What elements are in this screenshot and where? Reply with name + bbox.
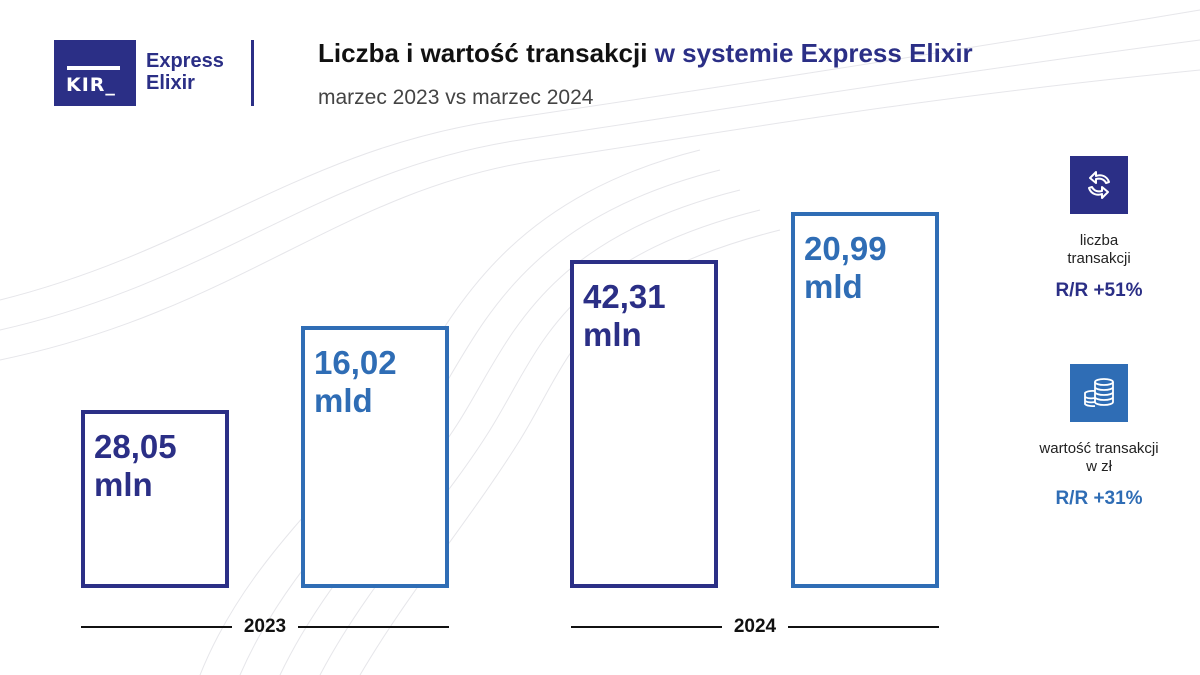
year-axis-2024: 2024 [571,615,939,639]
header-divider [251,40,254,106]
yoy-count: R/R +51% [1055,280,1143,301]
bar-2023-value: 16,02 mld [301,326,449,588]
value-summary: wartość transakcji w zł R/R +31% [1029,364,1169,510]
yoy-value: R/R +31% [1055,488,1143,509]
data-label: 28,05 [94,428,177,465]
exchange-arrows-icon [1070,156,1128,214]
logo-mark: KIR_ [66,74,116,96]
brand-name: Express Elixir [146,50,224,94]
tick-label: 2023 [243,616,287,637]
count-summary: liczba transakcji R/R +51% [1029,156,1169,302]
data-label: 16,02 [314,344,397,381]
unit-label: mld [804,268,863,305]
data-label: 20,99 [804,230,887,267]
caption: wartość transakcji [1039,440,1159,457]
bar-2024-count: 42,31 mln [570,260,718,588]
caption: liczba [1079,232,1119,249]
year-axis-2023: 2023 [81,615,449,639]
kir-logo: KIR_ [54,40,136,106]
bar-2023-count: 28,05 mln [81,410,229,588]
coins-stack-icon [1070,364,1128,422]
data-label: 42,31 [583,278,666,315]
brand-line-1: Express [146,50,224,72]
unit-label: mln [94,466,153,503]
page-title: Liczba i wartość transakcji w systemie E… [318,38,973,68]
unit-label: mld [314,382,373,419]
caption: w zł [1086,458,1112,475]
page-subtitle: marzec 2023 vs marzec 2024 [318,86,594,109]
bar-2024-value: 20,99 mld [791,212,939,588]
unit-label: mln [583,316,642,353]
brand-line-2: Elixir [146,72,195,94]
tick-label: 2024 [733,616,777,637]
caption: transakcji [1067,250,1131,267]
